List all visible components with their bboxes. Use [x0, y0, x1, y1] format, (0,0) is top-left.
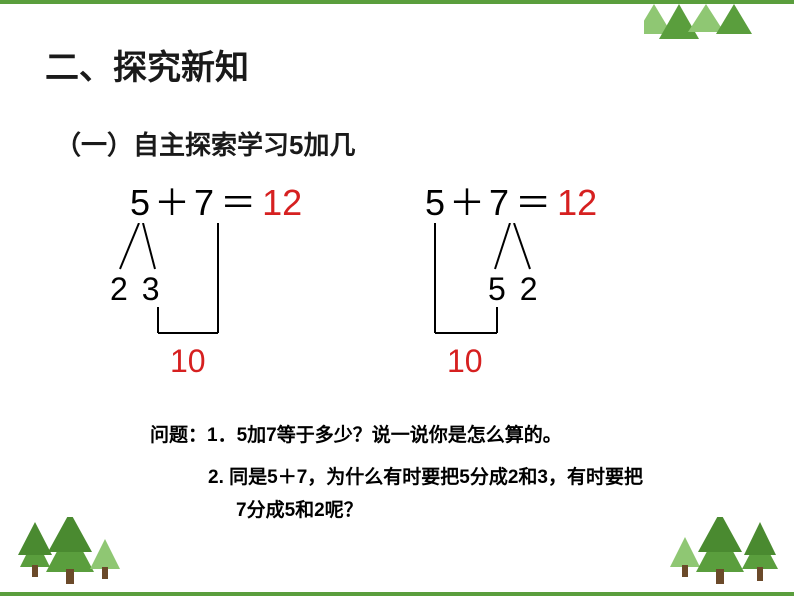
questions-block: 问题：1．5加7等于多少？说一说你是怎么算的。 2. 同是5＋7，为什么有时要把…	[150, 420, 710, 527]
plus-op: ＋	[445, 182, 489, 223]
equation-left-expression: 5＋7＝12	[130, 185, 302, 221]
question-label: 问题：	[150, 425, 207, 446]
question-1: 问题：1．5加7等于多少？说一说你是怎么算的。	[150, 420, 710, 452]
decomp-nums-left: 23	[110, 271, 160, 308]
split-part-2: 2	[520, 271, 538, 308]
bottom-border	[0, 592, 794, 596]
eq-left-b: 7	[194, 182, 214, 223]
equation-right: 5＋7＝12 52 10	[425, 185, 597, 221]
decomp-nums-right: 52	[488, 271, 538, 308]
top-decorative-triangles	[644, 4, 764, 49]
sum-ten-left: 10	[170, 343, 206, 380]
eq-right-b: 7	[489, 182, 509, 223]
plus-op: ＋	[150, 182, 194, 223]
eq-right-result: 12	[557, 182, 597, 223]
split-part-1: 5	[488, 271, 506, 308]
question-1-text: 1．5加7等于多少？说一说你是怎么算的。	[207, 425, 562, 446]
equation-left: 5＋7＝12 23 10	[130, 185, 302, 221]
question-2-line1: 2. 同是5＋7，为什么有时要把5分成2和3，有时要把	[150, 462, 710, 494]
equation-right-expression: 5＋7＝12	[425, 185, 597, 221]
eq-right-a: 5	[425, 182, 445, 223]
sum-ten-right: 10	[447, 343, 483, 380]
subsection-title: （一）自主探索学习5加几	[55, 125, 355, 162]
bottom-decorative-trees	[0, 517, 794, 592]
split-part-1: 2	[110, 271, 128, 308]
split-part-2: 3	[142, 271, 160, 308]
section-title: 二、探究新知	[45, 40, 249, 89]
eq-left-result: 12	[262, 182, 302, 223]
equals-op: ＝	[509, 182, 557, 223]
equals-op: ＝	[214, 182, 262, 223]
eq-left-a: 5	[130, 182, 150, 223]
